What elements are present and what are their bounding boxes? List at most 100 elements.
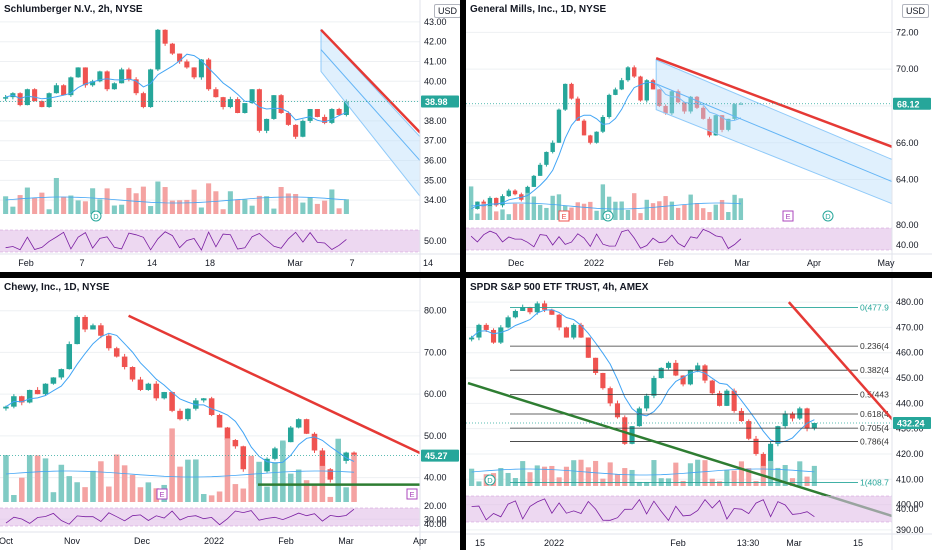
- candle-body: [111, 83, 117, 90]
- price-scale: [420, 0, 460, 272]
- candle-body: [319, 450, 326, 470]
- currency-label-general-mills[interactable]: USD: [902, 4, 930, 18]
- time-tick-label: Nov: [64, 536, 81, 546]
- price-tick-label: 40.00: [424, 473, 447, 483]
- volume-average-line: [471, 468, 815, 476]
- volume-bar: [797, 461, 803, 486]
- volume-bar: [542, 466, 548, 486]
- candle-body: [278, 95, 284, 113]
- candle-body: [3, 406, 9, 409]
- candle-body: [487, 197, 493, 208]
- candle-body: [191, 67, 197, 78]
- candle-body: [198, 59, 204, 78]
- dividend-marker: [822, 210, 834, 222]
- candle-body: [571, 324, 577, 338]
- earnings-marker: [406, 488, 418, 500]
- volume-bar: [335, 438, 341, 502]
- candle-body: [695, 365, 701, 371]
- candle-body: [549, 309, 555, 315]
- candle-body: [287, 427, 294, 443]
- volume-bar: [311, 485, 318, 502]
- volume-bar: [185, 459, 191, 502]
- oscillator-line: [471, 498, 815, 522]
- candle-body: [797, 408, 803, 419]
- candle-body: [494, 197, 499, 206]
- price-tick-label: 42.00: [424, 37, 447, 47]
- time-tick-label: Feb: [658, 258, 674, 268]
- candle-body: [113, 348, 120, 357]
- volume-bar: [775, 467, 781, 486]
- candle-body: [155, 29, 161, 70]
- time-tick-label: Feb: [278, 536, 294, 546]
- volume-bar: [476, 481, 482, 486]
- chart-svg-chewy: 80.0070.0060.0050.0040.0030.0020.0040.00…: [0, 278, 460, 550]
- volume-bar: [303, 480, 310, 502]
- candle-body: [585, 337, 591, 358]
- volume-bar: [287, 473, 294, 502]
- volume-bar: [271, 208, 277, 214]
- candle-body: [119, 69, 125, 84]
- candle-body: [295, 419, 302, 428]
- time-tick-label: 2022: [584, 258, 604, 268]
- candle-body: [206, 59, 212, 90]
- candle-body: [311, 433, 318, 451]
- price-tick-label: 470.00: [896, 322, 924, 332]
- volume-bar: [3, 196, 9, 214]
- volume-bar: [658, 478, 664, 486]
- dividend-marker-label: D: [605, 212, 611, 221]
- volume-bar: [162, 187, 168, 214]
- volume-bar: [58, 464, 65, 502]
- time-tick-label: 13:30: [737, 538, 760, 548]
- chart-panel-spy[interactable]: 0(477.9 0.236(4 0.382(4 0.5(443 0.618(4 0.705…: [466, 278, 932, 550]
- volume-bar: [600, 184, 606, 220]
- volume-bar: [549, 465, 555, 486]
- volume-bar: [481, 203, 486, 220]
- volume-bar: [789, 478, 796, 486]
- fib-level-label: 0.618(4: [860, 409, 889, 419]
- dividend-marker-label: D: [93, 212, 99, 221]
- time-tick-label: 15: [853, 538, 863, 548]
- volume-bar: [82, 487, 88, 502]
- candle-body: [537, 164, 543, 176]
- volume-bar: [701, 208, 706, 220]
- currency-label-schlumberger[interactable]: USD: [434, 4, 460, 18]
- price-tick-label: 41.00: [424, 56, 447, 66]
- volume-bar: [527, 472, 533, 486]
- candle-body: [224, 427, 231, 441]
- volume-bar: [66, 476, 73, 502]
- candle-body: [235, 99, 241, 113]
- volume-bar: [74, 482, 80, 502]
- volume-bar: [531, 196, 537, 220]
- candle-body: [26, 389, 33, 403]
- chart-panel-general-mills[interactable]: 72.0070.0068.0066.0064.0080.0040.0068.12…: [466, 0, 932, 272]
- volume-bar: [198, 207, 204, 214]
- chart-panel-schlumberger[interactable]: 43.0042.0041.0040.0039.0038.0037.0036.00…: [0, 0, 460, 272]
- fib-level-label: 0.705(4: [860, 423, 889, 433]
- chart-panel-chewy[interactable]: 80.00 70.00 60.00 50.00 40.00 30.00 20.00 40.00…: [0, 278, 460, 550]
- candle-body: [343, 452, 349, 461]
- candle-body: [600, 372, 606, 389]
- volume-bar: [300, 202, 306, 214]
- volume-bar: [578, 459, 584, 486]
- volume-bar: [680, 480, 686, 486]
- candle-body: [322, 116, 328, 123]
- candle-body: [731, 390, 737, 411]
- candle-body: [490, 329, 497, 343]
- candle-body: [227, 99, 233, 108]
- candle-body: [520, 307, 526, 311]
- candle-body: [19, 396, 25, 403]
- volume-bar: [625, 209, 631, 220]
- price-tick-label: 70.00: [896, 64, 919, 74]
- volume-bar: [673, 462, 679, 486]
- volume-bar: [719, 199, 725, 220]
- regression-channel-mid: [655, 83, 897, 184]
- volume-bar: [494, 211, 499, 220]
- candle-body: [133, 79, 139, 94]
- volume-bar: [520, 461, 526, 486]
- time-tick-label: 7: [79, 258, 84, 268]
- price-scale: [892, 278, 932, 550]
- oscillator-line: [470, 228, 742, 250]
- candle-body: [129, 367, 136, 380]
- time-tick-label: May: [877, 258, 895, 268]
- time-tick-label: Feb: [670, 538, 686, 548]
